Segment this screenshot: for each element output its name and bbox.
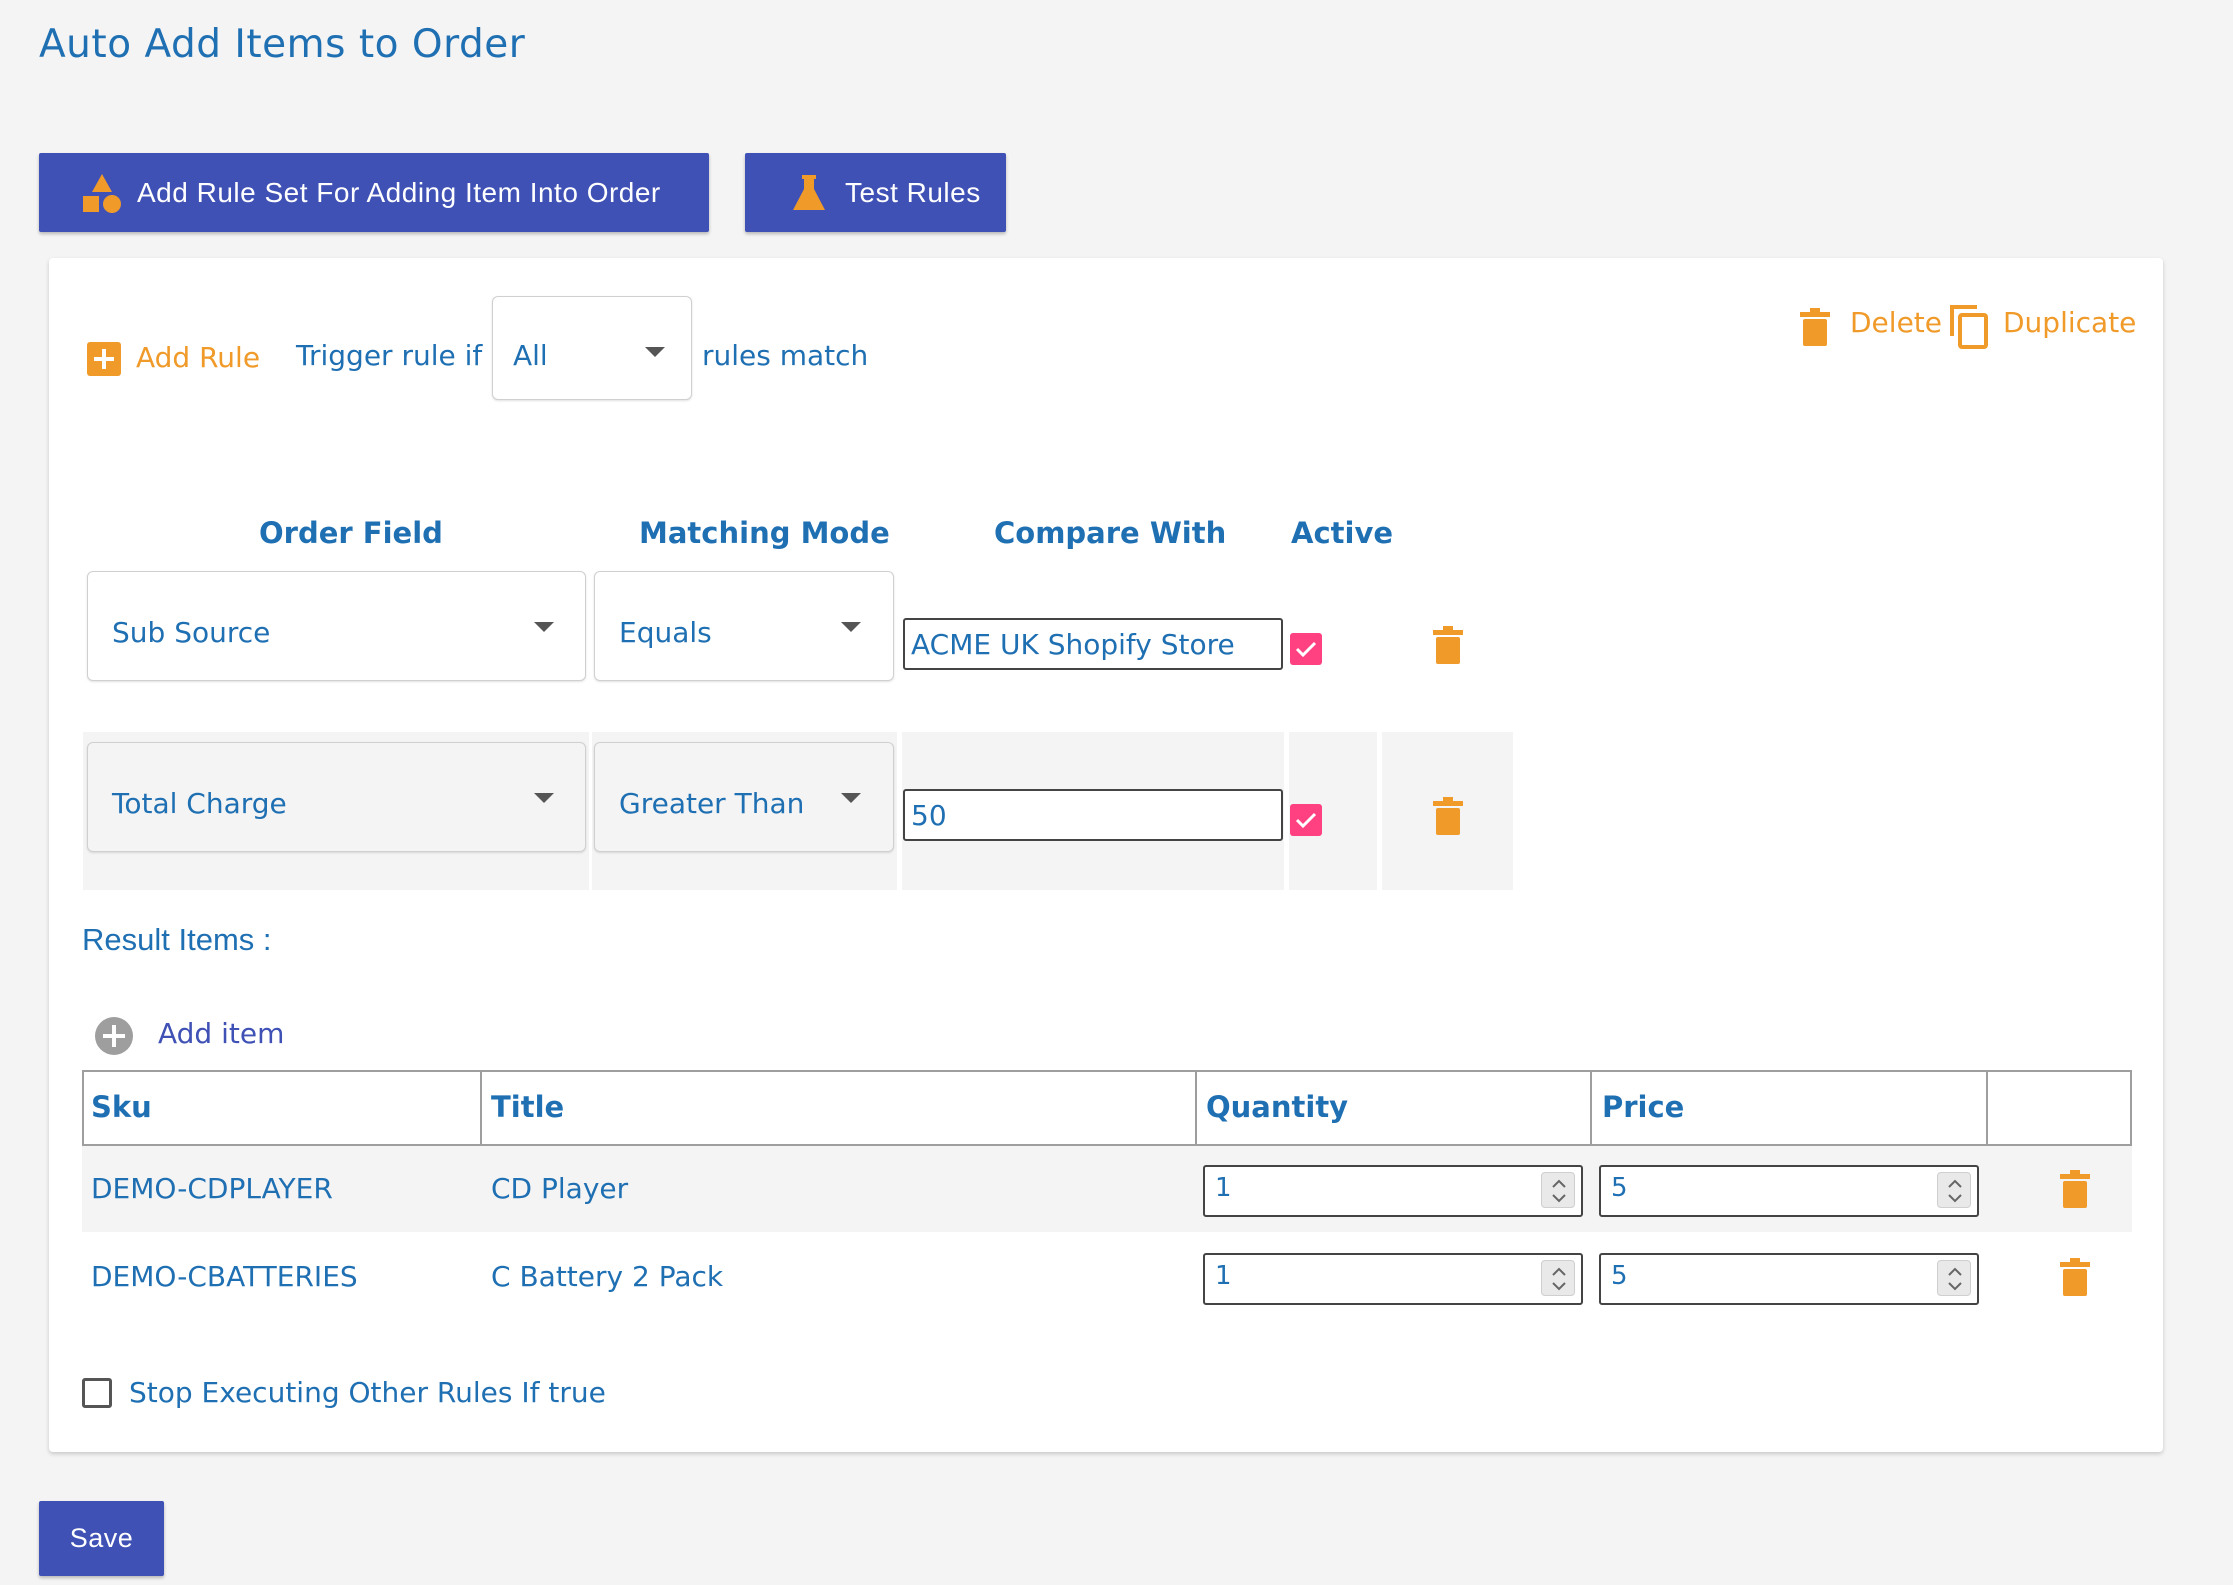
matching-mode-select[interactable]: Equals: [594, 571, 894, 681]
quantity-value: 1: [1215, 1261, 1232, 1291]
active-checkbox[interactable]: [1290, 804, 1322, 836]
price-stepper[interactable]: 5: [1599, 1165, 1979, 1217]
flask-icon: [791, 174, 827, 212]
order-field-header: Order Field: [259, 516, 443, 550]
delete-item-button[interactable]: [2060, 1258, 2090, 1300]
rule-set-card: Add Rule Trigger rule if All rules match…: [49, 258, 2163, 1452]
trigger-suffix-label: rules match: [702, 339, 869, 372]
chevron-down-icon: [645, 347, 665, 357]
column-divider: [480, 1070, 482, 1146]
delete-label: Delete: [1850, 306, 1942, 339]
test-rules-button[interactable]: Test Rules: [745, 153, 1006, 232]
add-rule-set-button[interactable]: Add Rule Set For Adding Item Into Order: [39, 153, 709, 232]
compare-with-input[interactable]: 50: [903, 789, 1283, 841]
chevron-down-icon: [534, 793, 554, 803]
copy-icon: [1949, 304, 1989, 354]
spinner-icon[interactable]: [1541, 1260, 1575, 1296]
trash-icon: [1433, 626, 1463, 664]
title-cell: C Battery 2 Pack: [491, 1260, 724, 1293]
trigger-prefix-label: Trigger rule if: [296, 339, 483, 372]
quantity-value: 1: [1215, 1173, 1232, 1203]
title-cell: CD Player: [491, 1172, 629, 1205]
check-icon: [1295, 812, 1317, 829]
column-divider: [1986, 1070, 1988, 1146]
plus-square-icon: [87, 342, 121, 380]
price-value: 5: [1611, 1173, 1628, 1203]
duplicate-rule-set-button[interactable]: Duplicate: [1949, 304, 2139, 352]
delete-rule-button[interactable]: [1433, 797, 1463, 839]
trash-icon: [1433, 797, 1463, 835]
price-value: 5: [1611, 1261, 1628, 1291]
price-stepper[interactable]: 5: [1599, 1253, 1979, 1305]
add-rule-label: Add Rule: [136, 341, 261, 374]
order-field-value: Total Charge: [112, 787, 287, 820]
trash-icon: [2060, 1258, 2090, 1296]
order-field-value: Sub Source: [112, 616, 271, 649]
matching-mode-select[interactable]: Greater Than: [594, 742, 894, 852]
active-header: Active: [1291, 516, 1394, 550]
table-row: DEMO-CDPLAYER CD Player 1 5: [82, 1146, 2132, 1232]
check-icon: [1295, 641, 1317, 658]
add-item-label: Add item: [158, 1017, 285, 1050]
column-divider: [1590, 1070, 1592, 1146]
chevron-down-icon: [534, 622, 554, 632]
spinner-icon[interactable]: [1937, 1260, 1971, 1296]
stop-executing-checkbox[interactable]: [82, 1378, 112, 1408]
add-rule-set-label: Add Rule Set For Adding Item Into Order: [137, 176, 661, 208]
quantity-stepper[interactable]: 1: [1203, 1253, 1583, 1305]
active-checkbox[interactable]: [1290, 633, 1322, 665]
spinner-icon[interactable]: [1937, 1172, 1971, 1208]
stop-executing-label: Stop Executing Other Rules If true: [129, 1376, 606, 1409]
delete-rule-set-button[interactable]: Delete: [1800, 306, 1950, 352]
sku-header: Sku: [91, 1090, 152, 1124]
result-items-label: Result Items :: [82, 922, 272, 957]
chevron-down-icon: [841, 622, 861, 632]
sku-cell: DEMO-CDPLAYER: [91, 1172, 333, 1205]
table-row: DEMO-CBATTERIES C Battery 2 Pack 1 5: [82, 1232, 2132, 1318]
add-item-button[interactable]: Add item: [94, 1013, 314, 1057]
trash-icon: [1800, 308, 1830, 350]
compare-with-input[interactable]: ACME UK Shopify Store: [903, 618, 1283, 670]
matching-mode-header: Matching Mode: [639, 516, 890, 550]
test-rules-label: Test Rules: [845, 176, 981, 208]
duplicate-label: Duplicate: [2003, 306, 2137, 339]
table-header-border: [82, 1070, 2132, 1146]
order-field-select[interactable]: Sub Source: [87, 571, 586, 681]
trash-icon: [2060, 1170, 2090, 1208]
trigger-match-value: All: [513, 339, 548, 372]
matching-mode-value: Greater Than: [619, 787, 805, 820]
plus-circle-icon: [94, 1016, 134, 1060]
column-divider: [1195, 1070, 1197, 1146]
shapes-icon: [81, 172, 123, 214]
delete-rule-button[interactable]: [1433, 626, 1463, 668]
spinner-icon[interactable]: [1541, 1172, 1575, 1208]
order-field-select[interactable]: Total Charge: [87, 742, 586, 852]
compare-with-header: Compare With: [994, 516, 1227, 550]
chevron-down-icon: [841, 793, 861, 803]
trigger-match-select[interactable]: All: [492, 296, 692, 400]
title-header: Title: [491, 1090, 565, 1124]
matching-mode-value: Equals: [619, 616, 712, 649]
delete-item-button[interactable]: [2060, 1170, 2090, 1212]
save-button[interactable]: Save: [39, 1501, 164, 1576]
quantity-header: Quantity: [1206, 1090, 1349, 1124]
add-rule-button[interactable]: Add Rule: [87, 338, 277, 380]
sku-cell: DEMO-CBATTERIES: [91, 1260, 358, 1293]
page-title: Auto Add Items to Order: [39, 22, 526, 67]
price-header: Price: [1602, 1090, 1685, 1124]
quantity-stepper[interactable]: 1: [1203, 1165, 1583, 1217]
